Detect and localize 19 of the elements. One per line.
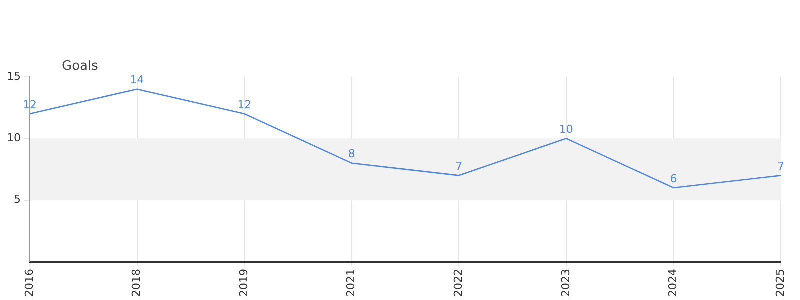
x-tick-label: 2018	[130, 269, 144, 298]
y-axis-title: Goals	[62, 59, 98, 74]
x-tick-label: 2023	[559, 269, 572, 298]
data-label: 12	[238, 98, 252, 112]
y-tick-label: 15	[6, 70, 21, 83]
data-label: 7	[778, 160, 784, 174]
data-label: 8	[348, 148, 356, 161]
y-tick-label: 5	[14, 193, 21, 206]
data-label: 14	[130, 74, 144, 87]
data-label: 10	[559, 123, 574, 136]
data-label: 6	[670, 172, 678, 186]
data-label: 7	[456, 160, 463, 174]
x-tick-label: 2021	[344, 269, 358, 298]
x-tick-label: 2024	[666, 269, 680, 298]
x-tick-label: 2019	[237, 269, 250, 298]
x-tick-label: 2016	[22, 269, 36, 298]
y-tick-label: 10	[6, 132, 21, 145]
x-tick-label: 2025	[774, 269, 787, 298]
x-tick-label: 2022	[452, 269, 465, 298]
